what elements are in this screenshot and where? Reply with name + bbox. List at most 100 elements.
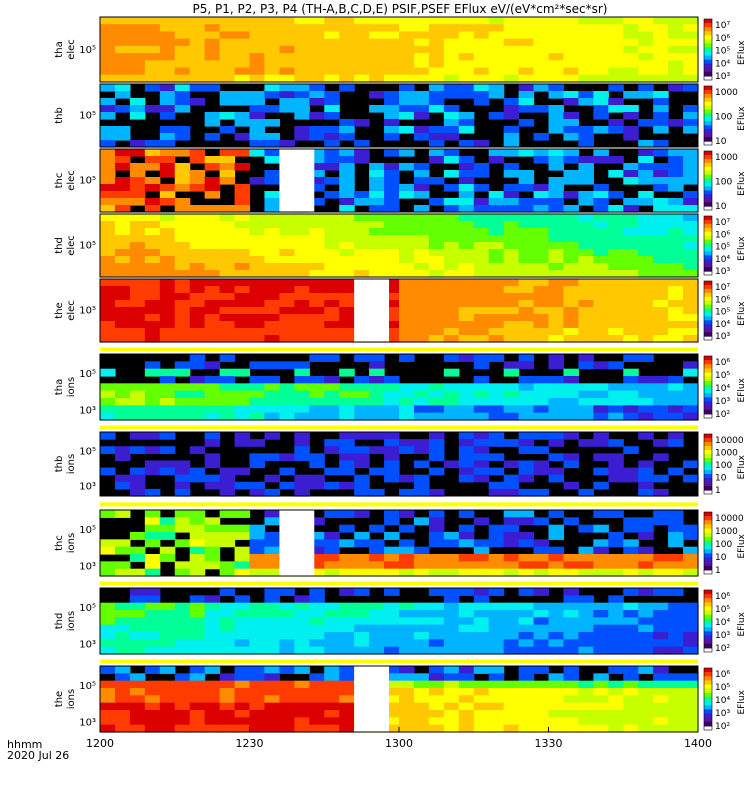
spectrogram-cell — [548, 702, 565, 711]
spectrogram-cell — [279, 67, 295, 76]
spectrogram-cell — [518, 624, 535, 633]
spectrogram-cell — [249, 702, 266, 711]
colorbar-tick-label: 1000 — [715, 153, 738, 163]
spectrogram-cell — [189, 149, 206, 157]
colorbar-segment — [704, 304, 712, 310]
spectrogram-cell — [593, 279, 609, 287]
spectrogram-cell — [129, 717, 146, 726]
spectrogram-cell — [608, 31, 624, 40]
spectrogram-cell — [548, 321, 565, 329]
spectrogram-cell — [369, 361, 385, 370]
spectrogram-cell — [114, 67, 131, 76]
spectrogram-cell — [458, 221, 475, 229]
spectrogram-cell — [443, 235, 460, 243]
spectrogram-cell — [264, 639, 280, 648]
spectrogram-cell — [309, 632, 325, 640]
spectrogram-cell — [159, 688, 176, 696]
spectrogram-cell — [249, 646, 266, 655]
spectrogram-cell — [518, 702, 535, 711]
spectrogram-cell — [384, 554, 400, 562]
spectrogram-cell — [159, 321, 176, 329]
x-tick-label: 1200 — [86, 737, 114, 750]
panel-frame — [99, 431, 699, 497]
spectrogram-cell — [189, 53, 206, 61]
spectrogram-cell — [144, 405, 161, 414]
spectrogram-cell — [264, 242, 280, 250]
spectrogram-cell — [399, 263, 415, 271]
spectrogram-cell — [100, 680, 116, 689]
spectrogram-cell — [458, 249, 475, 257]
spectrogram-cell — [548, 242, 565, 250]
spectrogram-cell — [189, 354, 206, 362]
spectrogram-cell — [548, 300, 565, 308]
spectrogram-cell — [369, 488, 385, 497]
spectrogram-cell — [219, 412, 236, 421]
colorbar-segment — [704, 635, 712, 641]
spectrogram-cell — [174, 524, 191, 533]
spectrogram-cell — [144, 361, 161, 370]
spectrogram-cell — [294, 666, 310, 674]
colorbar-segment — [704, 627, 712, 632]
spectrogram-cell — [189, 17, 206, 25]
spectrogram-cell — [189, 639, 206, 648]
spectrogram-cell — [234, 214, 251, 222]
spectrogram-cell — [294, 263, 310, 271]
spectrogram-cell — [144, 221, 161, 229]
spectrogram-cell — [473, 24, 490, 33]
spectrogram-cell — [369, 214, 385, 222]
spectrogram-cell — [638, 717, 654, 726]
spectrogram-cell — [264, 632, 280, 640]
spectrogram-cell — [683, 561, 699, 570]
colorbar-segment — [704, 59, 712, 65]
colorbar-segment — [704, 251, 712, 256]
spectrogram-cell — [563, 53, 579, 61]
spectrogram-cell — [458, 279, 475, 287]
spectrogram-cell — [354, 532, 370, 540]
spectrogram-cell — [413, 321, 430, 329]
spectrogram-cell — [100, 695, 116, 704]
spectrogram-cell — [683, 405, 699, 414]
spectrogram-cell — [458, 646, 475, 655]
spectrogram-cell — [159, 156, 176, 164]
spectrogram-cell — [488, 666, 505, 674]
spectrogram-cell — [563, 177, 579, 185]
spectrogram-cell — [324, 191, 340, 199]
spectrogram-cell — [428, 105, 445, 113]
spectrogram-cell — [458, 588, 475, 596]
spectrogram-cell — [249, 149, 266, 157]
spectrogram-cell — [593, 624, 609, 633]
colorbar-segment — [704, 462, 712, 467]
spectrogram-cell — [458, 286, 475, 294]
spectrogram-cell — [114, 293, 131, 301]
spectrogram-cell — [533, 60, 550, 69]
spectrogram-cell — [683, 270, 699, 278]
spectrogram-cell — [503, 610, 520, 618]
spectrogram-cell — [428, 74, 445, 83]
y-tick-label: 10⁵ — [79, 369, 96, 380]
spectrogram-cell — [608, 67, 624, 76]
spectrogram-cell — [638, 724, 654, 733]
spectrogram-cell — [354, 156, 370, 164]
colorbar-segment — [704, 158, 712, 164]
spectrogram-cell — [548, 688, 565, 696]
spectrogram-cell — [399, 279, 415, 287]
spectrogram-cell — [159, 91, 176, 99]
spectrogram-cell — [668, 184, 684, 192]
spectrogram-cell — [548, 432, 565, 440]
spectrogram-cell — [413, 646, 430, 655]
spectrogram-cell — [100, 235, 116, 243]
spectrogram-cell — [443, 602, 460, 611]
spectrogram-cell — [533, 133, 550, 141]
spectrogram-cell — [683, 249, 699, 257]
spectrogram-cell — [608, 263, 624, 271]
spectrogram-cell — [608, 702, 624, 711]
spectrogram-cell — [219, 67, 236, 76]
spectrogram-cell — [638, 263, 654, 271]
spectrogram-cell — [369, 639, 385, 648]
spectrogram-cell — [399, 568, 415, 577]
spectrogram-cell — [129, 432, 146, 440]
spectrogram-cell — [369, 405, 385, 414]
spectrogram-cell — [234, 149, 251, 157]
spectrogram-cell — [234, 554, 251, 562]
spectrogram-cell — [100, 242, 116, 250]
